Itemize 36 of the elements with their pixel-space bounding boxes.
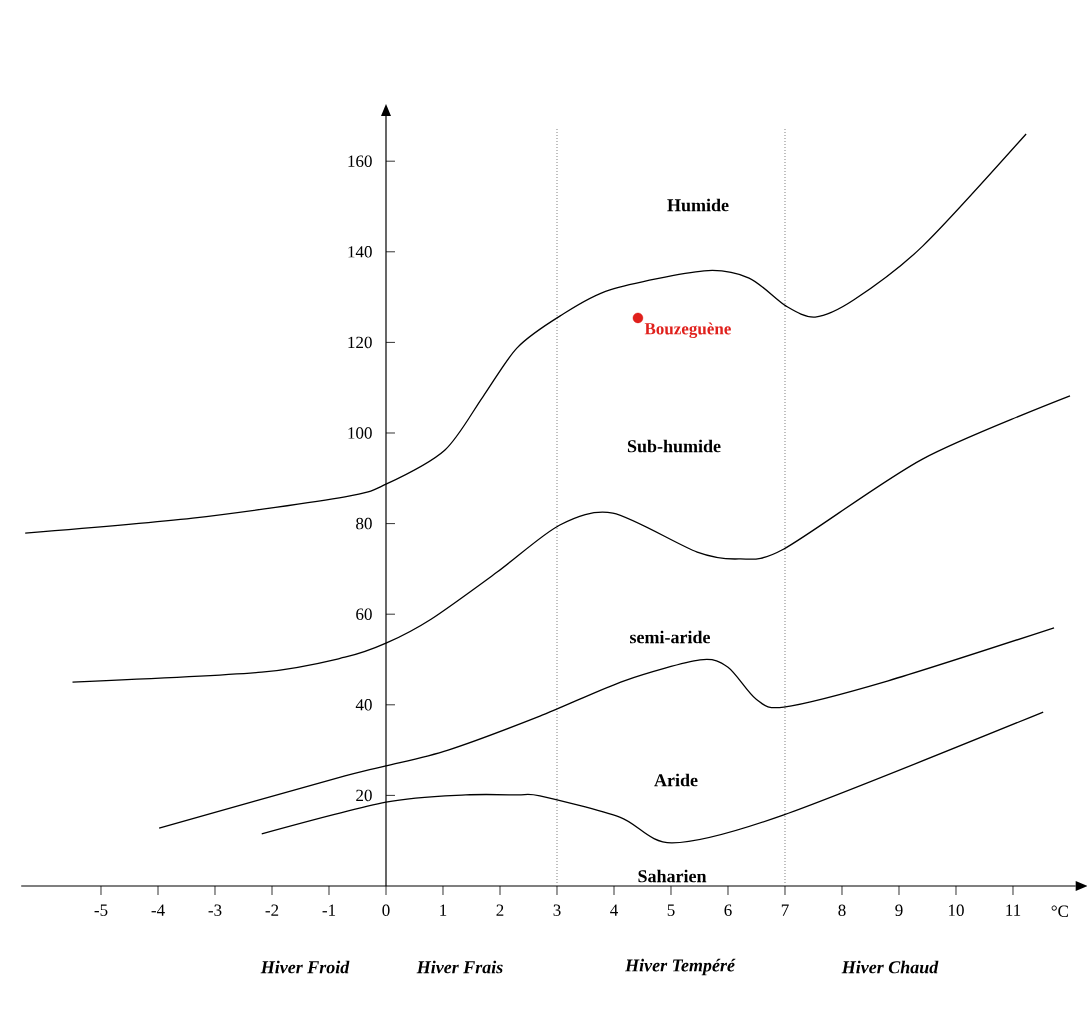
annotation: Humide	[667, 198, 729, 212]
y-tick-label: 40	[355, 699, 372, 711]
x-tick-label: -4	[151, 904, 165, 916]
y-tick-label: 120	[348, 336, 372, 349]
x-tick-label: 0	[382, 904, 390, 917]
x-tick-label: -2	[265, 904, 279, 916]
x-tick-label: 6	[724, 904, 732, 916]
series-label: Bouzeguène	[644, 322, 731, 339]
annotation: semi-aride	[630, 630, 710, 644]
x-tick-label: 4	[610, 904, 618, 916]
annotation: Aride	[654, 773, 698, 787]
y-tick-label: 160	[348, 155, 372, 167]
x-tick-label: 3	[553, 904, 561, 916]
x-axis-title: °C	[1051, 905, 1069, 918]
x-tick-label: -5	[94, 904, 108, 916]
text: Hiver Froid	[260, 960, 350, 974]
x-tick-label: 11	[1006, 904, 1021, 916]
x-tick-label: 5	[667, 904, 675, 916]
annotation: Sub-humide	[627, 439, 721, 453]
text: Hiver Chaud	[841, 960, 939, 974]
y-tick-label: 80	[356, 517, 372, 530]
y-tick-label: 20	[356, 789, 372, 802]
x-tick-label: -1	[322, 904, 336, 916]
y-tick-label: 100	[348, 427, 372, 439]
y-tick-label: 140	[348, 246, 372, 258]
x-tick-label: 10	[948, 904, 964, 917]
annotation: Saharien	[638, 869, 707, 883]
y-tick-label: 60	[356, 608, 372, 620]
x-tick-label: 2	[496, 904, 504, 916]
x-tick-label: 7	[781, 904, 789, 916]
x-tick-label: -3	[208, 904, 222, 916]
x-tick-label: 1	[440, 904, 447, 916]
x-tick-label: 8	[838, 904, 846, 917]
text: Hiver Frais	[416, 960, 503, 974]
x-tick-label: 9	[895, 904, 903, 916]
text: Hiver Tempéré	[624, 958, 736, 976]
